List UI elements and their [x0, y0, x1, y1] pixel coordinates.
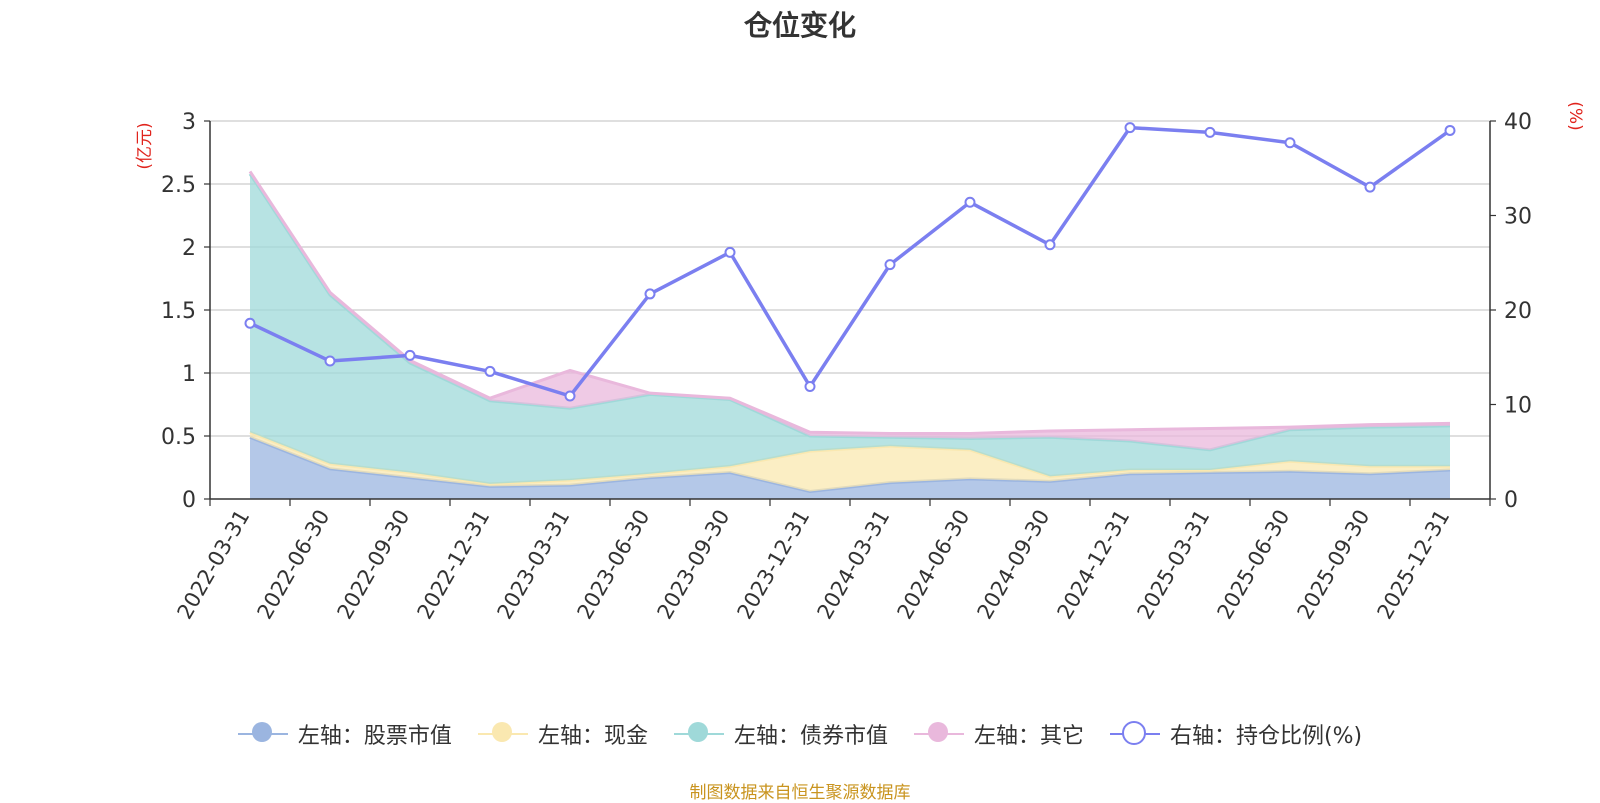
right-axis-unit: (%) [1565, 101, 1585, 130]
legend-marker-icon [1109, 721, 1160, 747]
x-tick-label: 2022-12-31 [413, 506, 495, 624]
chart-title: 仓位变化 [743, 9, 856, 42]
ratio-point[interactable] [1444, 124, 1456, 136]
left-tick-label: 1.5 [161, 299, 196, 324]
x-tick-label: 2023-12-31 [733, 506, 815, 624]
left-tick-label: 0 [182, 488, 196, 513]
legend-item-5[interactable]: 右轴：持仓比例(%) [1109, 718, 1363, 750]
x-tick-label: 2025-09-30 [1293, 506, 1375, 624]
ratio-point[interactable] [1044, 239, 1056, 251]
legend-label: 左轴：债券市值 [733, 724, 888, 749]
ratio-points [244, 122, 1456, 402]
right-tick-label: 30 [1504, 205, 1532, 230]
x-tick-label: 2024-12-31 [1053, 506, 1135, 624]
left-tick-label: 2.5 [161, 173, 196, 198]
x-tick-label: 2023-03-31 [493, 506, 575, 624]
right-tick-label: 40 [1504, 110, 1532, 135]
x-tick-label: 2023-09-30 [653, 506, 735, 624]
legend: 左轴：股票市值 左轴：现金 左轴：债券市值 左轴：其它 右轴：持仓比例(%) [0, 718, 1600, 750]
ratio-point[interactable] [1284, 137, 1296, 149]
ratio-point[interactable] [484, 365, 496, 377]
right-tick-label: 10 [1504, 394, 1532, 419]
ratio-point[interactable] [324, 355, 336, 367]
series-lines [249, 125, 1452, 398]
x-tick-label: 2024-06-30 [893, 506, 975, 624]
legend-marker-icon [913, 721, 964, 747]
legend-item-3[interactable]: 左轴：债券市值 [673, 718, 888, 750]
source-note: 制图数据来自恒生聚源数据库 [689, 783, 911, 803]
legend-label: 左轴：其它 [973, 724, 1084, 749]
ratio-point[interactable] [964, 196, 976, 208]
left-tick-label: 2 [182, 236, 196, 261]
left-tick-label: 1 [182, 362, 196, 387]
ratio-line [249, 125, 1452, 398]
x-tick-label: 2023-06-30 [573, 506, 655, 624]
x-tick-label: 2025-06-30 [1213, 506, 1295, 624]
left-axis-unit: (亿元) [135, 122, 155, 169]
left-tick-label: 0.5 [161, 425, 196, 450]
right-tick-label: 0 [1504, 488, 1518, 513]
x-tick-label: 2022-03-31 [173, 506, 255, 624]
x-tick-label: 2022-09-30 [333, 506, 415, 624]
area-edge-series-4 [248, 170, 1451, 435]
x-tick-label: 2025-03-31 [1133, 506, 1215, 624]
legend-label: 右轴：持仓比例(%) [1169, 724, 1363, 749]
legend-marker-icon [673, 721, 724, 747]
ratio-point[interactable] [244, 317, 256, 329]
x-tick-label: 2024-09-30 [973, 506, 1055, 624]
area-series-4 [250, 171, 1450, 450]
legend-marker-icon [237, 721, 288, 747]
area-series-2 [250, 432, 1450, 492]
x-tick-label: 2022-06-30 [253, 506, 335, 624]
ratio-point[interactable] [1124, 122, 1136, 134]
legend-label: 左轴：现金 [537, 724, 648, 749]
x-tick-label: 2025-12-31 [1373, 506, 1455, 624]
legend-item-2[interactable]: 左轴：现金 [477, 718, 648, 750]
legend-marker-icon [477, 721, 528, 747]
right-tick-label: 20 [1504, 299, 1532, 324]
ratio-point[interactable] [404, 349, 416, 361]
legend-item-1[interactable]: 左轴：股票市值 [237, 718, 452, 750]
left-tick-label: 3 [182, 110, 196, 135]
area-series-1 [250, 437, 1450, 499]
ratio-point[interactable] [1204, 126, 1216, 138]
ratio-point[interactable] [724, 246, 736, 258]
legend-item-4[interactable]: 左轴：其它 [913, 718, 1084, 750]
chart-canvas: 00.511.522.530102030402022-03-312022-06-… [135, 101, 1585, 624]
ratio-point[interactable] [804, 381, 816, 393]
ratio-point[interactable] [1364, 181, 1376, 193]
ratio-point[interactable] [644, 288, 656, 300]
ratio-point[interactable] [564, 390, 576, 402]
legend-label: 左轴：股票市值 [297, 724, 452, 749]
stacked-areas [248, 170, 1451, 499]
x-tick-label: 2024-03-31 [813, 506, 895, 624]
ratio-point[interactable] [884, 259, 896, 271]
